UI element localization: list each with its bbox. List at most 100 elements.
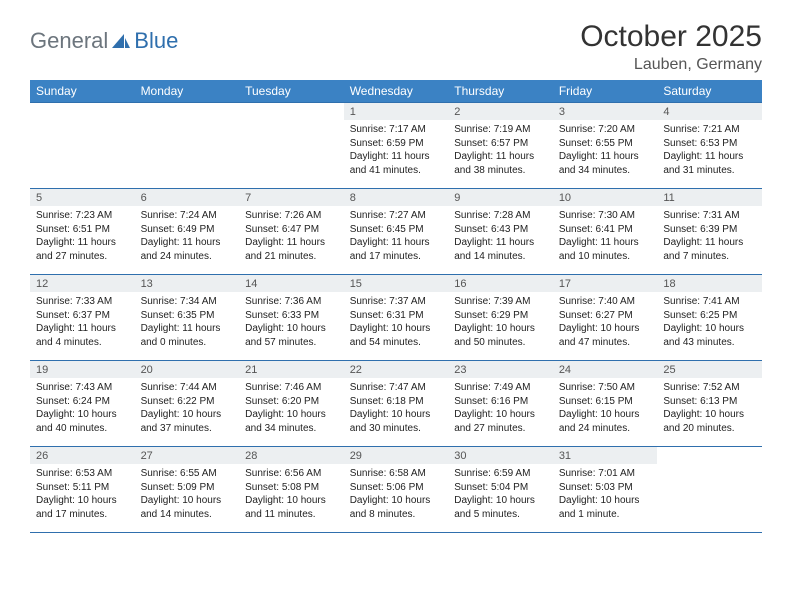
day-number: 11 bbox=[657, 189, 762, 206]
daylight-line: Daylight: 10 hours and 14 minutes. bbox=[141, 494, 234, 521]
calendar-day: 31Sunrise: 7:01 AMSunset: 5:03 PMDayligh… bbox=[553, 447, 658, 533]
calendar-week: 19Sunrise: 7:43 AMSunset: 6:24 PMDayligh… bbox=[30, 361, 762, 447]
day-content: Sunrise: 7:40 AMSunset: 6:27 PMDaylight:… bbox=[553, 292, 658, 353]
daylight-line: Daylight: 10 hours and 40 minutes. bbox=[36, 408, 129, 435]
sunrise-line: Sunrise: 7:17 AM bbox=[350, 123, 443, 137]
day-number: 16 bbox=[448, 275, 553, 292]
sunset-line: Sunset: 6:25 PM bbox=[663, 309, 756, 323]
day-header: Thursday bbox=[448, 80, 553, 103]
logo: General Blue bbox=[30, 28, 178, 54]
sunset-line: Sunset: 6:29 PM bbox=[454, 309, 547, 323]
daylight-line: Daylight: 10 hours and 43 minutes. bbox=[663, 322, 756, 349]
calendar-day: 22Sunrise: 7:47 AMSunset: 6:18 PMDayligh… bbox=[344, 361, 449, 447]
calendar-day: 20Sunrise: 7:44 AMSunset: 6:22 PMDayligh… bbox=[135, 361, 240, 447]
calendar-week: 12Sunrise: 7:33 AMSunset: 6:37 PMDayligh… bbox=[30, 275, 762, 361]
sunrise-line: Sunrise: 7:34 AM bbox=[141, 295, 234, 309]
day-content: Sunrise: 7:52 AMSunset: 6:13 PMDaylight:… bbox=[657, 378, 762, 439]
calendar-day-empty bbox=[239, 103, 344, 189]
sunrise-line: Sunrise: 7:20 AM bbox=[559, 123, 652, 137]
sunrise-line: Sunrise: 7:01 AM bbox=[559, 467, 652, 481]
daylight-line: Daylight: 10 hours and 37 minutes. bbox=[141, 408, 234, 435]
sunrise-line: Sunrise: 7:52 AM bbox=[663, 381, 756, 395]
sunrise-line: Sunrise: 7:31 AM bbox=[663, 209, 756, 223]
sunset-line: Sunset: 6:53 PM bbox=[663, 137, 756, 151]
sunset-line: Sunset: 5:08 PM bbox=[245, 481, 338, 495]
calendar-day: 6Sunrise: 7:24 AMSunset: 6:49 PMDaylight… bbox=[135, 189, 240, 275]
sunset-line: Sunset: 6:59 PM bbox=[350, 137, 443, 151]
calendar-week: 1 Sunrise: 7:17 AMSunset: 6:59 PMDaylight… bbox=[30, 103, 762, 189]
daylight-line: Daylight: 11 hours and 0 minutes. bbox=[141, 322, 234, 349]
sunrise-line: Sunrise: 6:53 AM bbox=[36, 467, 129, 481]
sunrise-line: Sunrise: 7:27 AM bbox=[350, 209, 443, 223]
day-content: Sunrise: 7:21 AMSunset: 6:53 PMDaylight:… bbox=[657, 120, 762, 181]
sunset-line: Sunset: 5:04 PM bbox=[454, 481, 547, 495]
calendar-day: 11 Sunrise: 7:31 AMSunset: 6:39 PMDayligh… bbox=[657, 189, 762, 275]
logo-text-blue: Blue bbox=[134, 28, 178, 54]
daylight-line: Daylight: 10 hours and 5 minutes. bbox=[454, 494, 547, 521]
day-number: 15 bbox=[344, 275, 449, 292]
sunset-line: Sunset: 5:09 PM bbox=[141, 481, 234, 495]
calendar-week: 26Sunrise: 6:53 AMSunset: 5:11 PMDayligh… bbox=[30, 447, 762, 533]
day-content: Sunrise: 7:46 AMSunset: 6:20 PMDaylight:… bbox=[239, 378, 344, 439]
calendar-day: 1 Sunrise: 7:17 AMSunset: 6:59 PMDaylight… bbox=[344, 103, 449, 189]
daylight-line: Daylight: 10 hours and 1 minute. bbox=[559, 494, 652, 521]
day-number: 2 bbox=[448, 103, 553, 120]
sunset-line: Sunset: 6:47 PM bbox=[245, 223, 338, 237]
sunrise-line: Sunrise: 7:26 AM bbox=[245, 209, 338, 223]
daylight-line: Daylight: 10 hours and 17 minutes. bbox=[36, 494, 129, 521]
sunset-line: Sunset: 6:15 PM bbox=[559, 395, 652, 409]
day-content: Sunrise: 7:50 AMSunset: 6:15 PMDaylight:… bbox=[553, 378, 658, 439]
day-number: 20 bbox=[135, 361, 240, 378]
sunset-line: Sunset: 6:43 PM bbox=[454, 223, 547, 237]
sunrise-line: Sunrise: 7:47 AM bbox=[350, 381, 443, 395]
day-number: 1 bbox=[344, 103, 449, 120]
calendar-day: 9Sunrise: 7:28 AMSunset: 6:43 PMDaylight… bbox=[448, 189, 553, 275]
sunset-line: Sunset: 6:37 PM bbox=[36, 309, 129, 323]
calendar-day: 26Sunrise: 6:53 AMSunset: 5:11 PMDayligh… bbox=[30, 447, 135, 533]
day-content: Sunrise: 7:26 AMSunset: 6:47 PMDaylight:… bbox=[239, 206, 344, 267]
calendar-day: 23Sunrise: 7:49 AMSunset: 6:16 PMDayligh… bbox=[448, 361, 553, 447]
sunrise-line: Sunrise: 7:49 AM bbox=[454, 381, 547, 395]
title-block: October 2025 Lauben, Germany bbox=[580, 20, 762, 74]
day-content: Sunrise: 6:53 AMSunset: 5:11 PMDaylight:… bbox=[30, 464, 135, 525]
sunrise-line: Sunrise: 7:33 AM bbox=[36, 295, 129, 309]
day-content: Sunrise: 7:33 AMSunset: 6:37 PMDaylight:… bbox=[30, 292, 135, 353]
sunset-line: Sunset: 5:11 PM bbox=[36, 481, 129, 495]
sunset-line: Sunset: 5:06 PM bbox=[350, 481, 443, 495]
calendar-day: 10Sunrise: 7:30 AMSunset: 6:41 PMDayligh… bbox=[553, 189, 658, 275]
daylight-line: Daylight: 10 hours and 30 minutes. bbox=[350, 408, 443, 435]
daylight-line: Daylight: 11 hours and 41 minutes. bbox=[350, 150, 443, 177]
calendar-day: 15Sunrise: 7:37 AMSunset: 6:31 PMDayligh… bbox=[344, 275, 449, 361]
daylight-line: Daylight: 11 hours and 24 minutes. bbox=[141, 236, 234, 263]
day-content: Sunrise: 7:20 AMSunset: 6:55 PMDaylight:… bbox=[553, 120, 658, 181]
location: Lauben, Germany bbox=[580, 56, 762, 74]
day-content: Sunrise: 7:47 AMSunset: 6:18 PMDaylight:… bbox=[344, 378, 449, 439]
daylight-line: Daylight: 10 hours and 27 minutes. bbox=[454, 408, 547, 435]
daylight-line: Daylight: 11 hours and 10 minutes. bbox=[559, 236, 652, 263]
day-content: Sunrise: 7:24 AMSunset: 6:49 PMDaylight:… bbox=[135, 206, 240, 267]
calendar-day-empty bbox=[657, 447, 762, 533]
calendar-day: 25Sunrise: 7:52 AMSunset: 6:13 PMDayligh… bbox=[657, 361, 762, 447]
day-content: Sunrise: 6:58 AMSunset: 5:06 PMDaylight:… bbox=[344, 464, 449, 525]
day-number: 30 bbox=[448, 447, 553, 464]
day-number: 8 bbox=[344, 189, 449, 206]
day-number: 19 bbox=[30, 361, 135, 378]
calendar-day: 19Sunrise: 7:43 AMSunset: 6:24 PMDayligh… bbox=[30, 361, 135, 447]
daylight-line: Daylight: 10 hours and 57 minutes. bbox=[245, 322, 338, 349]
calendar-day: 7Sunrise: 7:26 AMSunset: 6:47 PMDaylight… bbox=[239, 189, 344, 275]
day-content: Sunrise: 7:36 AMSunset: 6:33 PMDaylight:… bbox=[239, 292, 344, 353]
calendar-day: 17Sunrise: 7:40 AMSunset: 6:27 PMDayligh… bbox=[553, 275, 658, 361]
day-content: Sunrise: 7:34 AMSunset: 6:35 PMDaylight:… bbox=[135, 292, 240, 353]
sunset-line: Sunset: 6:27 PM bbox=[559, 309, 652, 323]
day-number: 17 bbox=[553, 275, 658, 292]
calendar-day: 4Sunrise: 7:21 AMSunset: 6:53 PMDaylight… bbox=[657, 103, 762, 189]
calendar-day: 3Sunrise: 7:20 AMSunset: 6:55 PMDaylight… bbox=[553, 103, 658, 189]
sunrise-line: Sunrise: 7:50 AM bbox=[559, 381, 652, 395]
day-number: 13 bbox=[135, 275, 240, 292]
sunset-line: Sunset: 6:45 PM bbox=[350, 223, 443, 237]
day-number: 9 bbox=[448, 189, 553, 206]
daylight-line: Daylight: 10 hours and 50 minutes. bbox=[454, 322, 547, 349]
daylight-line: Daylight: 11 hours and 7 minutes. bbox=[663, 236, 756, 263]
sunset-line: Sunset: 5:03 PM bbox=[559, 481, 652, 495]
sunset-line: Sunset: 6:39 PM bbox=[663, 223, 756, 237]
